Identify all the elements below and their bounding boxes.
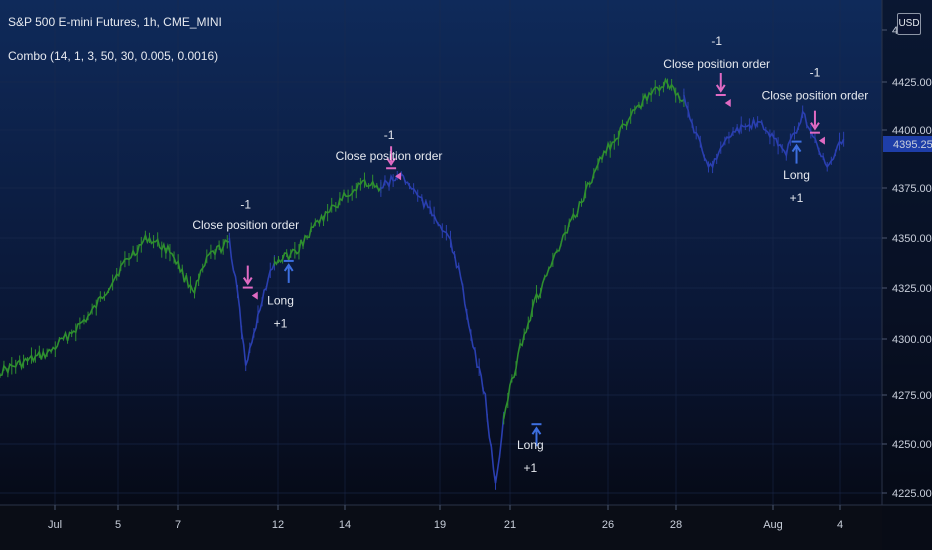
annotations-group: -1 Close position order Long +1 -1 Close posi… bbox=[192, 34, 868, 475]
price-tick-label: 4250.00 bbox=[892, 439, 932, 451]
order-label: Close position order bbox=[663, 57, 770, 71]
exit-flag bbox=[251, 291, 258, 300]
price-tick-label: 4300.00 bbox=[892, 334, 932, 346]
order-label: Long bbox=[783, 168, 810, 182]
time-tick-label: 21 bbox=[504, 519, 516, 531]
short-arrow-head bbox=[715, 84, 726, 93]
indicator-label[interactable]: Combo (14, 1, 3, 50, 30, 0.005, 0.0016) bbox=[8, 49, 219, 63]
series-group bbox=[0, 77, 845, 490]
long-arrow-head bbox=[531, 426, 542, 435]
short-arrow-head bbox=[810, 122, 820, 131]
time-tick-label: 7 bbox=[175, 519, 181, 531]
exit-flag bbox=[724, 98, 731, 107]
order-label: Long bbox=[267, 294, 294, 308]
price-tick-label: 4350.00 bbox=[892, 233, 932, 245]
price-tick-label: 4275.00 bbox=[892, 390, 932, 402]
signal-size-label: +1 bbox=[523, 461, 537, 475]
exit-flag bbox=[395, 172, 402, 181]
price-series-line bbox=[228, 238, 276, 366]
order-label: Close position order bbox=[192, 218, 299, 232]
order-label: Close position order bbox=[336, 149, 443, 163]
time-axis[interactable]: Jul 5 7 12 14 19 21 26 28 Aug 4 bbox=[48, 505, 843, 531]
order-label: Long bbox=[517, 438, 544, 452]
time-tick-label: Aug bbox=[763, 519, 783, 531]
time-tick-label: 14 bbox=[339, 519, 351, 531]
signal-size-label: +1 bbox=[790, 191, 804, 205]
time-tick-label: 28 bbox=[670, 519, 682, 531]
price-axis[interactable]: 4225.00 4250.00 4275.00 4300.00 4325.00 4350.… bbox=[882, 25, 932, 500]
signal-size-label: +1 bbox=[274, 317, 288, 331]
markers-group bbox=[242, 72, 825, 447]
exit-flag bbox=[818, 136, 825, 145]
time-tick-label: 26 bbox=[602, 519, 614, 531]
last-price-value: 4395.25 bbox=[893, 139, 932, 151]
last-price-box bbox=[883, 136, 932, 152]
signal-size-label: -1 bbox=[711, 34, 722, 48]
price-series-line bbox=[683, 94, 845, 170]
time-tick-label: Jul bbox=[48, 519, 62, 531]
signal-size-label: -1 bbox=[810, 65, 821, 79]
time-tick-label: 5 bbox=[115, 519, 121, 531]
price-tick-label: 4225.00 bbox=[892, 488, 932, 500]
price-axis-background bbox=[882, 0, 932, 550]
symbol-title[interactable]: S&P 500 E-mini Futures, 1h, CME_MINI bbox=[8, 15, 222, 29]
time-tick-label: 4 bbox=[837, 519, 843, 531]
last-price-label: 4395.25 bbox=[883, 136, 932, 152]
time-tick-label: 12 bbox=[272, 519, 284, 531]
short-arrow-head bbox=[386, 157, 396, 167]
axis-background bbox=[0, 505, 932, 550]
time-tick-label: 19 bbox=[434, 519, 446, 531]
long-arrow-head bbox=[791, 143, 802, 153]
currency-badge[interactable]: USD bbox=[897, 13, 921, 35]
price-tick-label: 4 bbox=[892, 25, 898, 37]
signal-size-label: -1 bbox=[384, 128, 395, 142]
price-tick-label: 4400.00 bbox=[892, 125, 932, 137]
short-arrow-head bbox=[242, 277, 253, 286]
long-arrow-head bbox=[283, 263, 294, 272]
signal-size-label: -1 bbox=[240, 197, 251, 211]
price-tick-label: 4375.00 bbox=[892, 183, 932, 195]
order-label: Close position order bbox=[762, 88, 869, 102]
price-tick-label: 4325.00 bbox=[892, 283, 932, 295]
price-tick-label: 4425.00 bbox=[892, 77, 932, 89]
